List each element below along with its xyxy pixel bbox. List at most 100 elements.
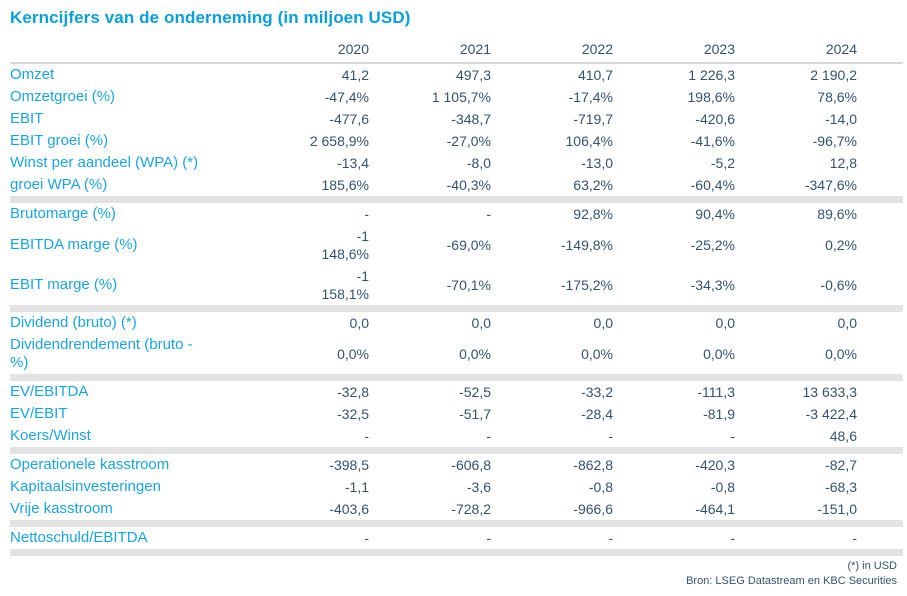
section-separator [10, 196, 903, 203]
row-label: Vrije kasstroom [10, 500, 113, 517]
cell-value: 12,8 [829, 155, 857, 171]
cell-value: 0,0% [337, 346, 369, 362]
cell-value: -25,2% [690, 237, 735, 253]
cell-value: 410,7 [577, 67, 613, 83]
cell-value: -477,6 [329, 111, 369, 127]
year-header-row: 2020 2021 2022 2023 2024 [10, 39, 903, 64]
table-row-omzetgroei: Omzetgroei (%) -47,4% 1 105,7% -17,4% 19… [10, 86, 903, 108]
cell-value: -34,3% [690, 277, 735, 293]
cell-value: 1 226,3 [688, 67, 735, 83]
cell-value: -420,3 [695, 457, 735, 473]
cell-value: -719,7 [573, 111, 613, 127]
row-label: EV/EBIT [10, 405, 68, 422]
cell-value: -27,0% [446, 133, 491, 149]
key-figures-table: 2020 2021 2022 2023 2024 Omzet 41,2 497,… [10, 39, 903, 556]
source-attribution: Bron: LSEG Datastream en KBC Securities [686, 575, 897, 587]
cell-value: 106,4% [565, 133, 613, 149]
cell-value: -41,6% [690, 133, 735, 149]
cell-value: - [608, 530, 613, 546]
cell-value: - [364, 428, 369, 444]
cell-value: -52,5 [459, 384, 491, 400]
cell-value: -347,6% [804, 177, 857, 193]
cell-value: 0,0 [471, 315, 491, 331]
section-separator [10, 520, 903, 527]
table-row-koers-winst: Koers/Winst - - - - 48,6 [10, 425, 903, 447]
cell-value: 497,3 [455, 67, 491, 83]
cell-value: - [486, 428, 491, 444]
section-separator [10, 447, 903, 454]
cell-value: -40,3% [446, 177, 491, 193]
cell-value: -32,8 [337, 384, 369, 400]
table-row-ebit-groei: EBIT groei (%) 2 658,9% -27,0% 106,4% -4… [10, 130, 903, 152]
cell-value: - [486, 206, 491, 222]
cell-value: 0,0 [593, 315, 613, 331]
cell-value: -17,4% [568, 89, 613, 105]
row-label: EV/EBITDA [10, 383, 89, 400]
table-row-operationele-kasstroom: Operationele kasstroom -398,5 -606,8 -86… [10, 454, 903, 476]
cell-value: -151,0 [817, 501, 857, 517]
cell-value: 48,6 [829, 428, 857, 444]
cell-value: 0,0% [459, 346, 491, 362]
year-header: 2023 [613, 39, 735, 64]
cell-value: -175,2% [560, 277, 613, 293]
table-row-ebit-marge: EBIT marge (%) -1 158,1% -70,1% -175,2% … [10, 265, 903, 305]
cell-value: 41,2 [341, 67, 369, 83]
row-label: EBIT marge (%) [10, 276, 118, 293]
row-label: EBIT groei (%) [10, 132, 109, 149]
cell-value: -606,8 [451, 457, 491, 473]
row-label: Kapitaalsinvesteringen [10, 478, 161, 495]
cell-value: 0,0 [349, 315, 369, 331]
cell-value: -82,7 [825, 457, 857, 473]
cell-value: 2 658,9% [309, 133, 369, 149]
table-row-ev-ebit: EV/EBIT -32,5 -51,7 -28,4 -81,9 -3 422,4 [10, 403, 903, 425]
cell-value: -69,0% [446, 237, 491, 253]
cell-value: -33,2 [581, 384, 613, 400]
table-footnotes: (*) in USD Bron: LSEG Datastream en KBC … [10, 559, 897, 589]
cell-value: -728,2 [451, 501, 491, 517]
cell-value: -420,6 [695, 111, 735, 127]
cell-value: 185,6% [321, 177, 369, 193]
table-row-ev-ebitda: EV/EBITDA -32,8 -52,5 -33,2 -111,3 13 63… [10, 381, 903, 403]
cell-value: -862,8 [573, 457, 613, 473]
cell-value: 2 190,2 [810, 67, 857, 83]
cell-value: -60,4% [690, 177, 735, 193]
cell-value: 89,6% [817, 206, 857, 222]
footnote-usd: (*) in USD [847, 560, 897, 572]
row-label: Omzet [10, 66, 55, 83]
cell-value: -32,5 [337, 406, 369, 422]
cell-value: 198,6% [687, 89, 735, 105]
cell-value: -47,4% [324, 89, 369, 105]
table-row-nettoschuld-ebitda: Nettoschuld/EBITDA - - - - - [10, 527, 903, 549]
cell-value: -403,6 [329, 501, 369, 517]
cell-value: -8,0 [466, 155, 491, 171]
cell-value: - [364, 530, 369, 546]
table-row-dividend: Dividend (bruto) (*) 0,0 0,0 0,0 0,0 0,0 [10, 312, 903, 334]
cell-value: -70,1% [446, 277, 491, 293]
table-row-dividendrendement: Dividendrendement (bruto - %) 0,0% 0,0% … [10, 334, 903, 374]
year-header: 2022 [491, 39, 613, 64]
cell-value: -13,4 [337, 155, 369, 171]
table-row-groei-wpa: groei WPA (%) 185,6% -40,3% 63,2% -60,4%… [10, 174, 903, 196]
row-label: EBIT [10, 110, 44, 127]
cell-value: -3,6 [466, 479, 491, 495]
cell-value: -348,7 [451, 111, 491, 127]
cell-value: 0,0% [825, 346, 857, 362]
cell-value: -28,4 [581, 406, 613, 422]
cell-value: 63,2% [573, 177, 613, 193]
cell-value: -0,6% [820, 277, 857, 293]
row-label: Koers/Winst [10, 427, 91, 444]
row-label: EBITDA marge (%) [10, 236, 138, 253]
cell-value: -96,7% [812, 133, 857, 149]
cell-value: -81,9 [703, 406, 735, 422]
row-label: Brutomarge (%) [10, 205, 116, 222]
empty-header-cell [10, 39, 247, 64]
cell-value: - [364, 206, 369, 222]
year-header: 2020 [247, 39, 369, 64]
cell-value: -51,7 [459, 406, 491, 422]
table-row-kapitaalsinvesteringen: Kapitaalsinvesteringen -1,1 -3,6 -0,8 -0… [10, 476, 903, 498]
cell-value: -398,5 [329, 457, 369, 473]
cell-value: 0,0% [581, 346, 613, 362]
row-label: Nettoschuld/EBITDA [10, 529, 148, 546]
section-separator [10, 374, 903, 381]
